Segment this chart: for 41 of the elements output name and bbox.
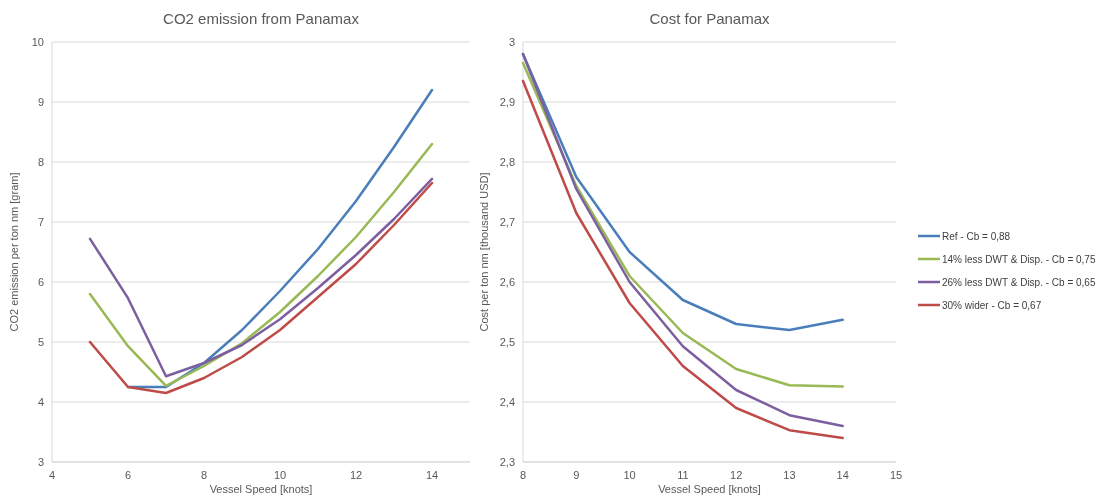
x-tick-label: 4 xyxy=(48,469,56,481)
x-tick-label: 6 xyxy=(124,469,132,481)
line-series xyxy=(88,142,434,388)
y-axis-title: CO2 emission per ton nm [gram] xyxy=(8,172,20,332)
x-tick-label: 9 xyxy=(573,469,580,481)
legend-label: 14% less DWT & Disp. - Cb = 0,75 xyxy=(942,253,1096,265)
x-tick-label: 10 xyxy=(273,469,287,481)
x-tick-label: 14 xyxy=(425,469,439,481)
y-tick-label: 2,7 xyxy=(499,215,515,228)
x-tick-label: 12 xyxy=(730,469,743,481)
x-axis-title: Vessel Speed [knots] xyxy=(658,483,761,495)
legend-label: 30% wider - Cb = 0,67 xyxy=(942,299,1042,311)
y-tick-label: 2,5 xyxy=(499,335,515,348)
y-tick-label: 5 xyxy=(37,335,44,348)
y-tick-label: 2,4 xyxy=(499,395,515,408)
x-tick-label: 11 xyxy=(677,469,689,481)
y-tick-label: 9 xyxy=(37,95,44,108)
y-tick-label: 6 xyxy=(37,275,44,288)
y-tick-label: 2,8 xyxy=(499,155,515,168)
y-tick-label: 3 xyxy=(37,455,44,468)
y-tick-label: 3 xyxy=(508,35,515,48)
y-tick-label: 8 xyxy=(37,155,44,168)
chart-title: CO2 emission from Panamax xyxy=(163,10,360,27)
x-tick-label: 8 xyxy=(519,469,527,481)
y-tick-label: 4 xyxy=(37,395,44,408)
legend-label: 26% less DWT & Disp. - Cb = 0,65 xyxy=(942,276,1096,288)
y-tick-label: 7 xyxy=(37,215,44,228)
x-tick-label: 15 xyxy=(889,469,903,481)
y-axis-title: Cost per ton nm [thousand USD] xyxy=(478,172,490,332)
x-tick-label: 13 xyxy=(783,469,796,481)
x-tick-label: 12 xyxy=(349,469,363,481)
x-tick-label: 14 xyxy=(836,469,849,481)
x-tick-label: 10 xyxy=(623,469,636,481)
y-tick-label: 2,3 xyxy=(499,455,515,468)
y-tick-label: 2,9 xyxy=(499,95,515,108)
x-tick-label: 8 xyxy=(200,469,208,481)
y-tick-label: 2,6 xyxy=(499,275,515,288)
chart-title: Cost for Panamax xyxy=(649,10,771,27)
legend-label: Ref - Cb = 0,88 xyxy=(942,230,1011,242)
y-tick-label: 10 xyxy=(31,35,44,48)
x-axis-title: Vessel Speed [knots] xyxy=(209,483,313,495)
